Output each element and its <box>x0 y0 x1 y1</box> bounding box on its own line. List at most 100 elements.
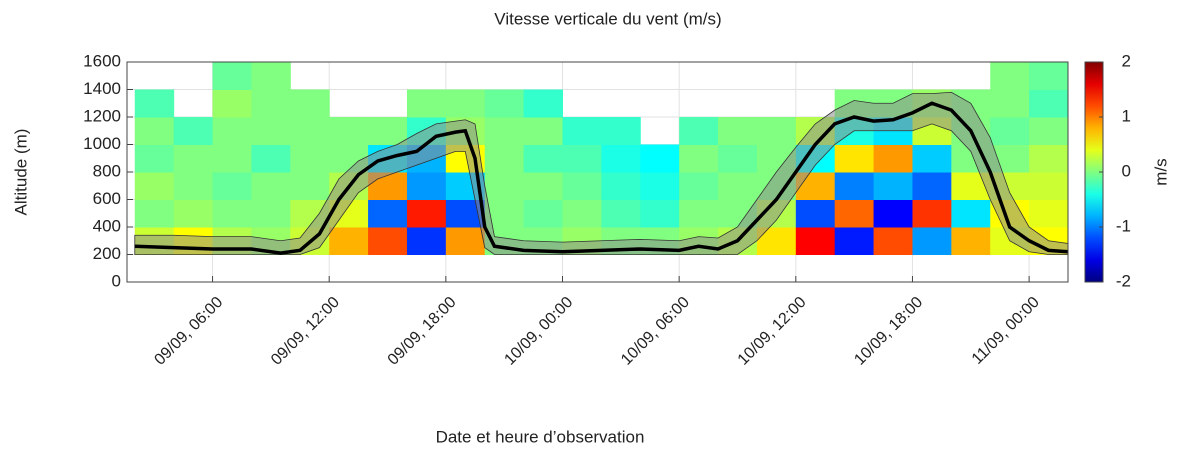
heatmap-cell <box>212 89 252 118</box>
heatmap-cell <box>912 227 952 255</box>
heatmap-cell <box>251 117 291 145</box>
heatmap-cell <box>290 117 330 145</box>
colorbar-tick-label: 2 <box>1122 51 1131 70</box>
heatmap-cell <box>834 199 875 228</box>
heatmap-cell <box>990 89 1030 118</box>
heatmap-cell <box>1029 117 1069 145</box>
heatmap-cell <box>1029 89 1069 118</box>
y-tick-label: 400 <box>93 216 121 235</box>
heatmap-cell <box>212 172 252 200</box>
heatmap-cell <box>368 199 408 228</box>
heatmap-cell <box>406 199 447 228</box>
heatmap-cell <box>251 89 291 118</box>
heatmap-cell <box>834 172 875 200</box>
heatmap-cell <box>251 62 291 90</box>
heatmap-cell <box>873 144 913 173</box>
heatmap-cell <box>562 172 602 200</box>
heatmap-cell <box>212 62 252 90</box>
heatmap-cell <box>445 227 486 255</box>
line <box>134 101 1069 255</box>
heatmap-cell <box>562 117 602 145</box>
heatmap-cell <box>251 199 291 228</box>
heatmap-cell <box>523 89 564 118</box>
heatmap-cell <box>445 89 486 118</box>
heatmap-cell <box>912 172 952 200</box>
heatmap-cell <box>601 172 641 200</box>
x-tick-label: 10/09, 00:00 <box>501 294 576 369</box>
heatmap-cell <box>601 117 641 145</box>
heatmap-cell <box>329 227 369 255</box>
heatmap-cell <box>368 117 408 145</box>
y-tick-label: 1600 <box>83 51 121 70</box>
heatmap-cell <box>640 144 680 173</box>
heatmap-cell <box>795 199 836 228</box>
heatmap-cell <box>912 199 952 228</box>
heatmap-cell <box>756 117 797 145</box>
heatmap-cell <box>679 199 719 228</box>
heatmap-cell <box>640 172 680 200</box>
heatmap-cell <box>290 144 330 173</box>
heatmap-cell <box>134 199 175 228</box>
heatmap-cell <box>1029 144 1069 173</box>
heatmap-cell <box>679 117 719 145</box>
colorbar-tick-label: -1 <box>1116 216 1131 235</box>
y-tick-label: 1200 <box>83 106 121 125</box>
heatmap-cell <box>601 199 641 228</box>
heatmap-cell <box>134 144 175 173</box>
y-tick-label: 0 <box>112 271 121 290</box>
heatmap-cell <box>406 172 447 200</box>
heatmap-cell <box>134 172 175 200</box>
heatmap-cell <box>251 144 291 173</box>
heatmap-cell <box>951 199 991 228</box>
heatmap-cell <box>834 144 875 173</box>
heatmap-cell <box>795 227 836 255</box>
heatmap-cell <box>1029 62 1069 90</box>
heatmap-cell <box>368 227 408 255</box>
heatmap-cell <box>990 62 1030 90</box>
heatmap-cell <box>484 89 525 118</box>
heatmap-cell <box>873 227 913 255</box>
heatmap-cell <box>523 117 564 145</box>
heatmap-cell <box>173 117 214 145</box>
x-tick-label: 09/09, 12:00 <box>268 294 343 369</box>
y-tick-label: 800 <box>93 161 121 180</box>
x-tick-label: 11/09, 00:00 <box>969 294 1043 368</box>
heatmap-cell <box>212 117 252 145</box>
heatmap-cell <box>640 199 680 228</box>
heatmap-cell <box>406 89 447 118</box>
heatmap-cell <box>718 172 758 200</box>
heatmap-cell <box>951 227 991 255</box>
heatmap-cell <box>679 144 719 173</box>
heatmap-cell <box>290 89 330 118</box>
heatmap-cell <box>484 117 525 145</box>
x-tick-label: 09/09, 06:00 <box>151 294 226 369</box>
x-tick-label: 10/09, 18:00 <box>851 294 926 369</box>
heatmap-cell <box>484 172 525 200</box>
heatmap-cell <box>912 144 952 173</box>
heatmap-cell <box>484 144 525 173</box>
x-axis-label: Date et heure d’observation <box>436 427 645 446</box>
x-tick-label: 10/09, 12:00 <box>735 294 810 369</box>
y-tick-label: 1400 <box>83 79 121 98</box>
colorbar-tick-label: -2 <box>1116 271 1131 290</box>
heatmap-cell <box>290 172 330 200</box>
heatmap-cell <box>1029 199 1069 228</box>
heatmap-cell <box>134 89 175 118</box>
colorbar-label: m/s <box>1151 158 1170 185</box>
x-tick-label: 09/09, 18:00 <box>385 294 460 369</box>
heatmap-cell <box>212 199 252 228</box>
y-tick-label: 200 <box>93 244 121 263</box>
heatmap-cell <box>134 117 175 145</box>
heatmap-cell <box>679 172 719 200</box>
heatmap-cell <box>718 144 758 173</box>
y-tick-label: 600 <box>93 189 121 208</box>
colorbar-tick-label: 1 <box>1122 106 1131 125</box>
heatmap-cell <box>834 227 875 255</box>
x-tick-label: 10/09, 06:00 <box>618 294 693 369</box>
heatmap-cell <box>523 199 564 228</box>
chart-title: Vitesse verticale du vent (m/s) <box>494 9 721 28</box>
heatmap-cell <box>173 199 214 228</box>
plot-frame <box>126 61 1069 283</box>
heatmap-cell <box>212 144 252 173</box>
heatmap-cell <box>523 172 564 200</box>
